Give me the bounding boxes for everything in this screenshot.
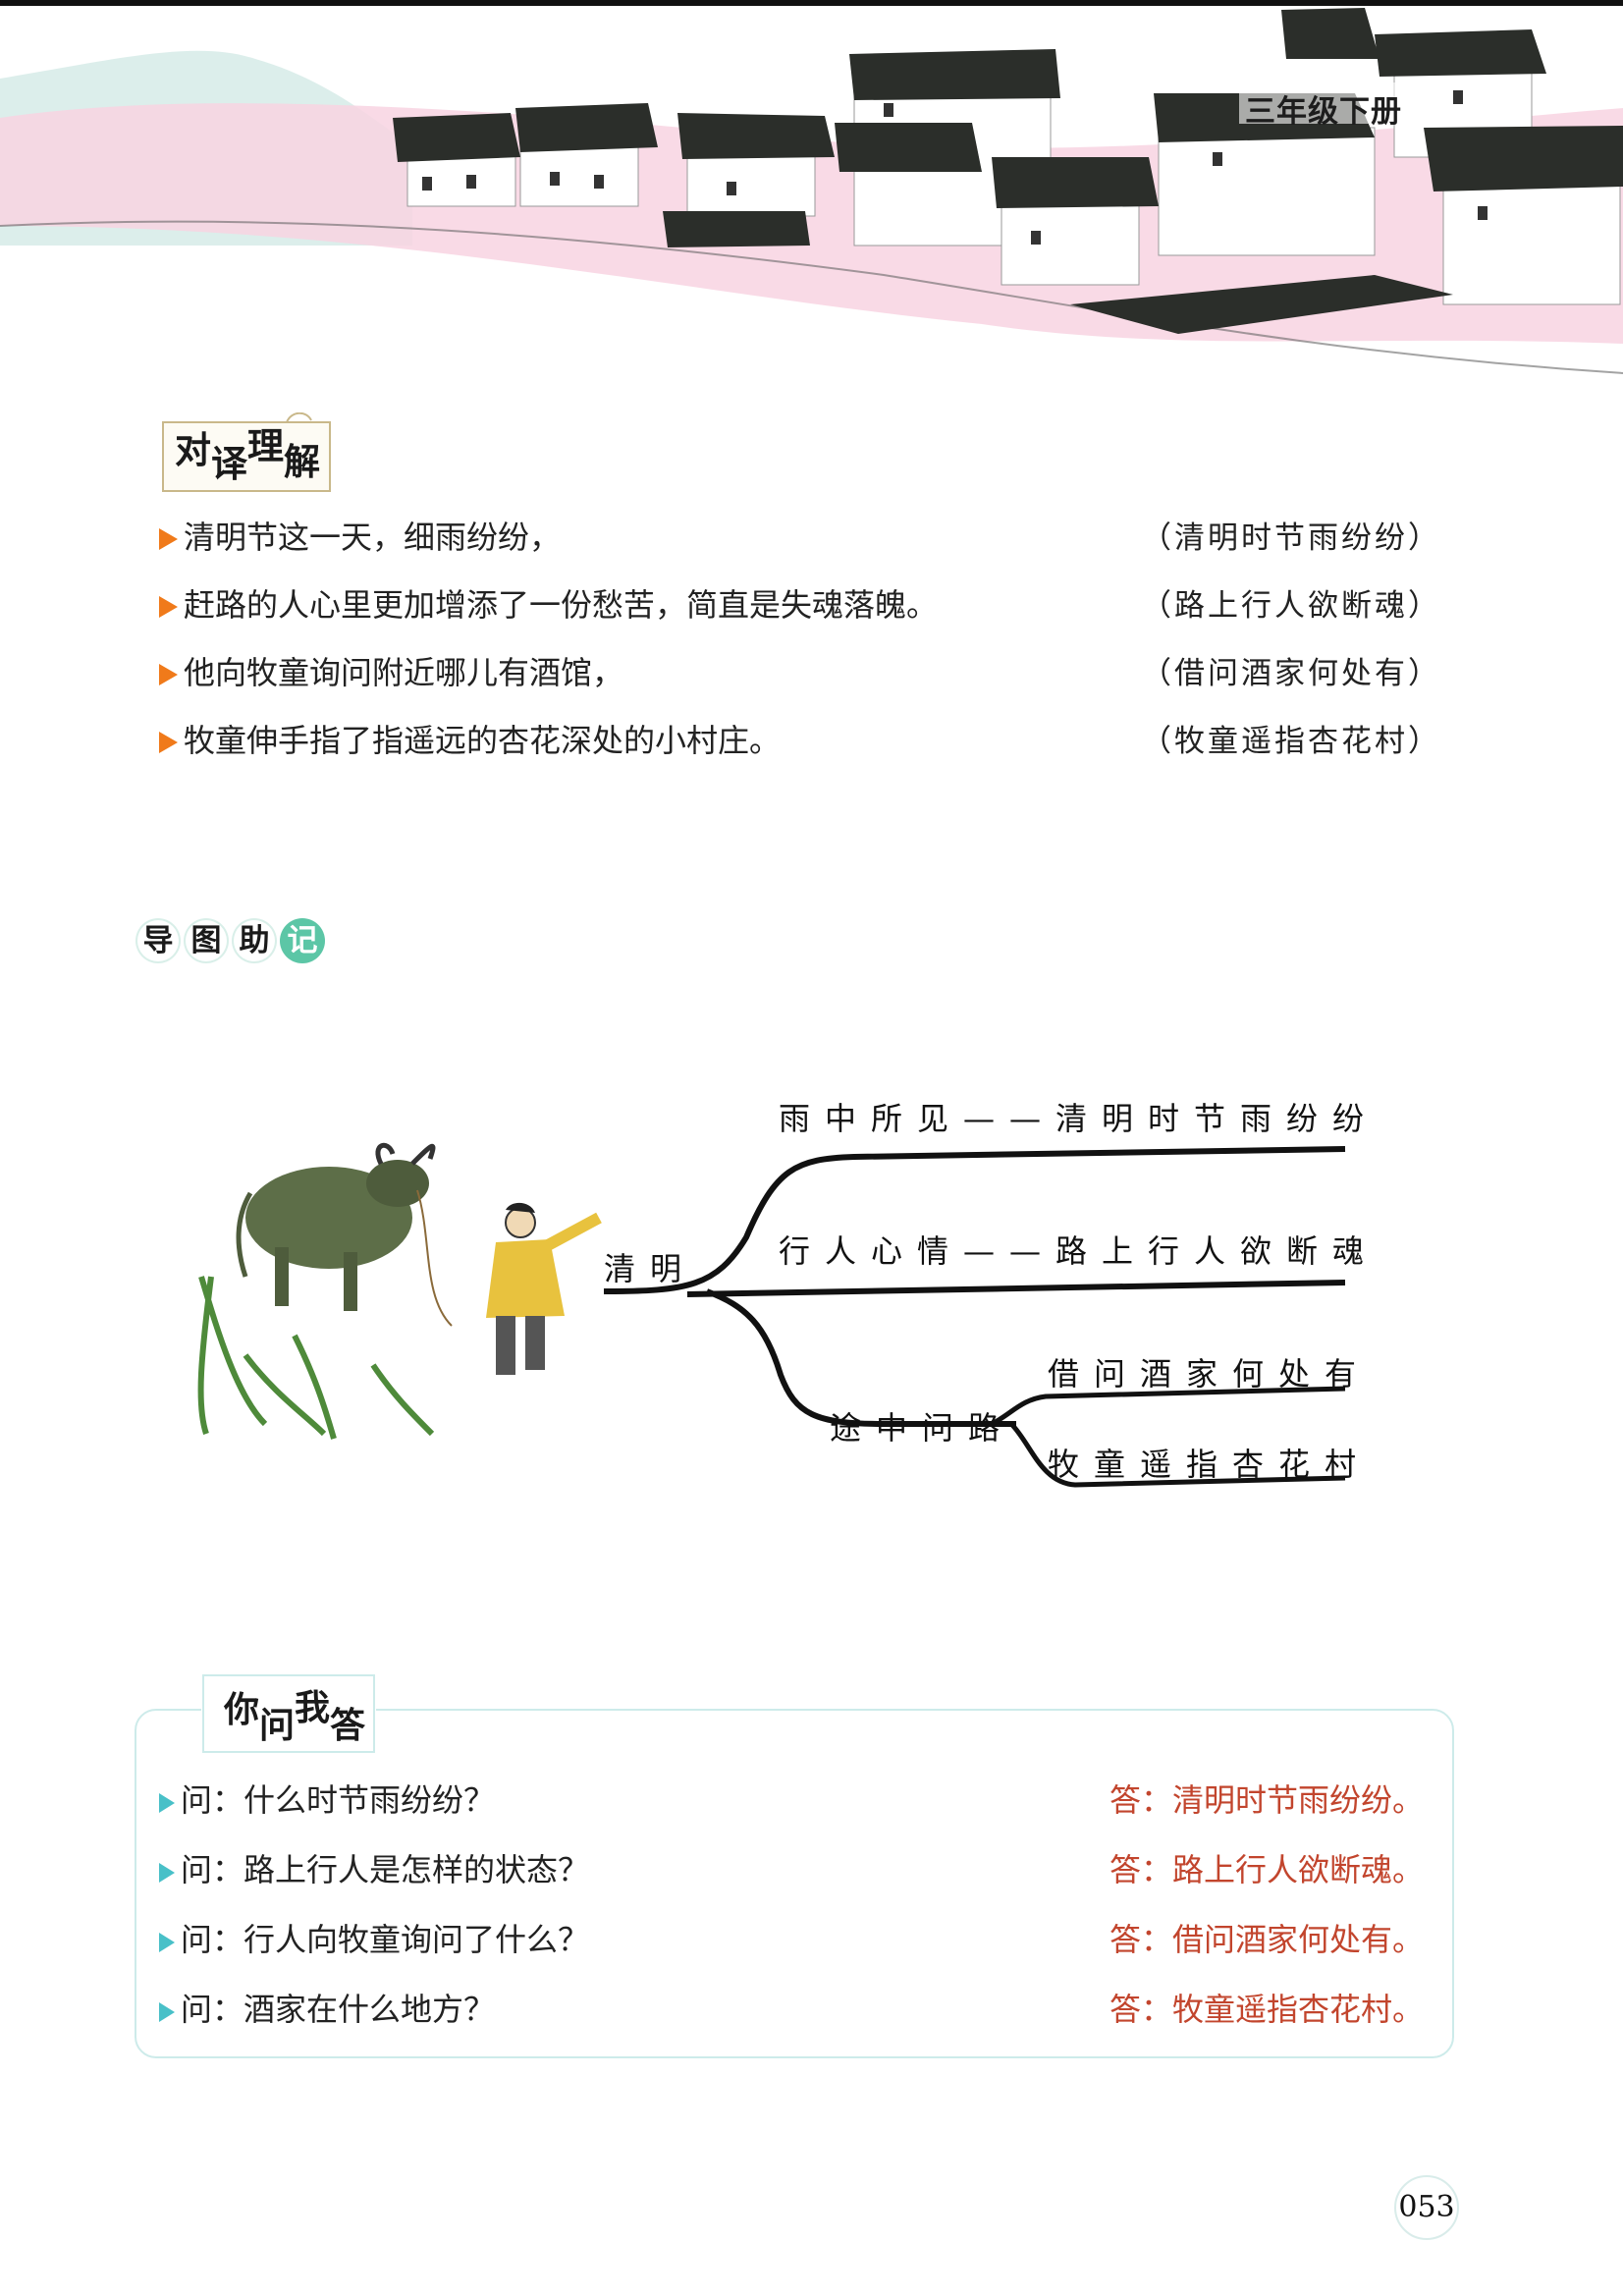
translation-row: 他向牧童询问附近哪儿有酒馆， （借问酒家何处有） (159, 648, 1435, 716)
translation-list: 清明节这一天，细雨纷纷， （清明时节雨纷纷） 赶路的人心里更加增添了一份愁苦，简… (159, 513, 1435, 784)
translation-row: 清明节这一天，细雨纷纷， （清明时节雨纷纷） (159, 513, 1435, 580)
qa-list: 问：什么时节雨纷纷？ 答：清明时节雨纷纷。 问：路上行人是怎样的状态？ 答：路上… (159, 1776, 1435, 2054)
translation-row: 赶路的人心里更加增添了一份愁苦，简直是失魂落魄。 （路上行人欲断魂） (159, 580, 1435, 648)
translation-text: 清明节这一天，细雨纷纷， (184, 513, 561, 558)
section-title-char: 解 (284, 432, 320, 485)
question-text: 问：什么时节雨纷纷？ (181, 1781, 495, 1819)
section-title-char: 答 (330, 1697, 365, 1748)
section-title-translation: 对译理解 (175, 420, 320, 473)
mindmap-branch-rain: 雨中所见——清明时节雨纷纷 (779, 1100, 1379, 1137)
question-text: 问：路上行人是怎样的状态？ (181, 1851, 589, 1888)
mindmap-root: 清明 (604, 1250, 696, 1287)
arrow-right-icon (159, 2002, 175, 2022)
section-title-char: 导 (135, 918, 181, 963)
grade-label: 三年级下册 (1245, 86, 1402, 131)
poem-line: （牧童遥指杏花村） (1141, 716, 1435, 760)
question-text: 问：行人向牧童询问了什么？ (181, 1921, 589, 1958)
mindmap-branch-mood: 行人心情——路上行人欲断魂 (779, 1232, 1379, 1270)
question-text: 问：酒家在什么地方？ (181, 1991, 495, 2028)
qa-row: 问：酒家在什么地方？ 答：牧童遥指杏花村。 (159, 1985, 1435, 2054)
answer-text: 答：清明时节雨纷纷。 (1109, 1776, 1424, 1821)
section-title-char: 我 (295, 1679, 330, 1730)
qa-row: 问：行人向牧童询问了什么？ 答：借问酒家何处有。 (159, 1915, 1435, 1985)
translation-text: 牧童伸手指了指遥远的杏花深处的小村庄。 (184, 716, 781, 761)
arrow-right-icon (159, 596, 178, 618)
mindmap-leaf-point: 牧童遥指杏花村 (1048, 1446, 1371, 1483)
arrow-right-icon (159, 1933, 175, 1952)
answer-text: 答：牧童遥指杏花村。 (1109, 1985, 1424, 2030)
arrow-right-icon (159, 1863, 175, 1883)
arrow-right-icon (159, 732, 178, 753)
mindmap-branch-ask-way: 途中问路 (830, 1409, 1014, 1447)
answer-text: 答：路上行人欲断魂。 (1109, 1845, 1424, 1890)
qa-row: 问：路上行人是怎样的状态？ 答：路上行人欲断魂。 (159, 1845, 1435, 1915)
arrow-right-icon (159, 1793, 175, 1813)
answer-text: 答：借问酒家何处有。 (1109, 1915, 1424, 1960)
section-title-char: 图 (184, 918, 229, 963)
section-title-char-highlight: 记 (280, 918, 325, 963)
village-banner-illustration (0, 0, 1623, 393)
section-title-mindmap: 导图助记 (135, 918, 328, 977)
translation-text: 赶路的人心里更加增添了一份愁苦，简直是失魂落魄。 (184, 580, 938, 626)
section-title-char: 问 (259, 1697, 295, 1748)
mind-map: 清明 雨中所见——清明时节雨纷纷 行人心情——路上行人欲断魂 途中问路 借问酒家… (0, 1061, 1623, 1552)
herdboy-buffalo-illustration (201, 1145, 599, 1439)
arrow-right-icon (159, 664, 178, 685)
section-title-char: 你 (224, 1681, 259, 1732)
poem-line: （清明时节雨纷纷） (1141, 513, 1435, 557)
section-title-char: 对 (175, 420, 211, 473)
mindmap-leaf-ask: 借问酒家何处有 (1048, 1355, 1371, 1393)
section-title-char: 助 (232, 918, 277, 963)
section-title-qa: 你问我答 (224, 1681, 365, 1732)
arrow-right-icon (159, 528, 178, 550)
page-number: 053 (1394, 2175, 1459, 2240)
translation-row: 牧童伸手指了指遥远的杏花深处的小村庄。 （牧童遥指杏花村） (159, 716, 1435, 784)
translation-text: 他向牧童询问附近哪儿有酒馆， (184, 648, 623, 693)
poem-line: （借问酒家何处有） (1141, 648, 1435, 692)
section-title-char: 译 (211, 434, 247, 487)
section-title-char: 理 (247, 416, 284, 469)
poem-line: （路上行人欲断魂） (1141, 580, 1435, 625)
qa-row: 问：什么时节雨纷纷？ 答：清明时节雨纷纷。 (159, 1776, 1435, 1845)
